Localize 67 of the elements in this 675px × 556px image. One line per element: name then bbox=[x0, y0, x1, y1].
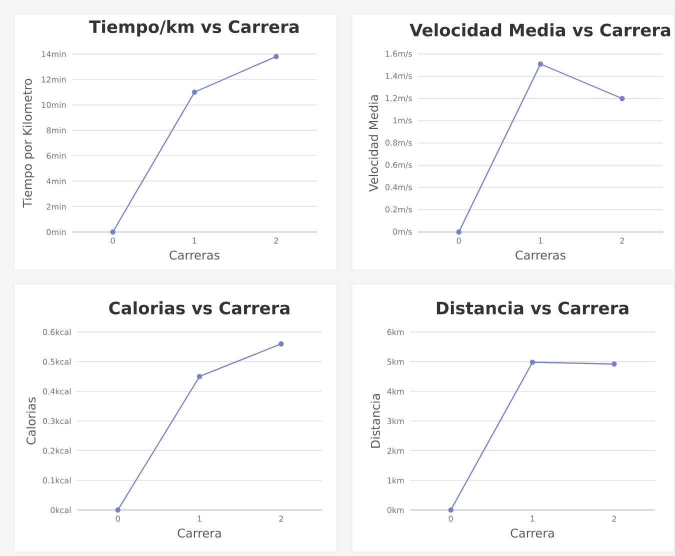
point bbox=[115, 507, 120, 513]
y-tick-label: 8min bbox=[46, 127, 66, 134]
y-tick-label: 1km bbox=[388, 477, 404, 484]
point bbox=[530, 360, 536, 365]
y-axis-title: Velocidad Media bbox=[368, 95, 378, 192]
x-tick-label: 0 bbox=[110, 238, 115, 244]
y-tick-label: 6min bbox=[46, 152, 66, 159]
y-tick-label: 0.5kcal bbox=[42, 358, 71, 365]
x-tick-label: 0 bbox=[456, 238, 461, 244]
y-tick-label: 1.6m/s bbox=[386, 50, 412, 58]
point bbox=[274, 54, 279, 60]
point bbox=[110, 229, 116, 235]
x-tick-label: 2 bbox=[279, 516, 283, 522]
point bbox=[448, 507, 454, 513]
chart-title: Calorias vs Carrera bbox=[109, 301, 290, 314]
y-tick-label: 0.3kcal bbox=[42, 418, 71, 424]
x-axis-title: Carrera bbox=[178, 528, 221, 538]
point bbox=[278, 341, 284, 346]
y-tick-label: 3km bbox=[387, 418, 404, 424]
chart-title: Velocidad Media vs Carrera bbox=[410, 23, 670, 36]
y-tick-label: 14min bbox=[42, 50, 66, 58]
y-tick-label: 0.4kcal bbox=[42, 388, 71, 394]
y-tick-label: 0km bbox=[387, 506, 404, 514]
x-tick-label: 0 bbox=[448, 516, 453, 522]
x-tick-label: 2 bbox=[620, 238, 624, 244]
y-tick-label: 10min bbox=[42, 102, 66, 108]
y-tick-label: 1.4m/s bbox=[386, 72, 412, 80]
x-tick-label: 0 bbox=[116, 516, 120, 522]
y-tick-label: 0kcal bbox=[50, 506, 71, 514]
y-tick-label: 0.2kcal bbox=[42, 448, 71, 454]
chart-title: Distancia vs Carrera bbox=[436, 301, 628, 314]
y-tick-label: 0.1kcal bbox=[42, 477, 71, 484]
x-axis-title: Carreras bbox=[170, 250, 220, 260]
y-axis-title: Tiempo por Kilometro bbox=[22, 78, 34, 208]
chart-title: Tiempo/km vs Carrera bbox=[89, 20, 299, 36]
point bbox=[538, 61, 544, 67]
y-tick-label: 5km bbox=[387, 358, 404, 365]
y-tick-label: 0m/s bbox=[393, 228, 412, 236]
y-tick-label: 0min bbox=[46, 228, 66, 236]
y-tick-label: 2min bbox=[46, 204, 66, 210]
y-tick-label: 0.2m/s bbox=[385, 206, 412, 214]
y-tick-label: 0.6m/s bbox=[385, 162, 412, 169]
x-tick-label: 1 bbox=[192, 238, 196, 244]
x-axis-title: Carreras bbox=[516, 250, 566, 260]
point bbox=[612, 361, 617, 367]
point bbox=[620, 96, 625, 102]
point bbox=[456, 229, 462, 235]
y-axis-title: Distancia bbox=[370, 394, 380, 448]
point bbox=[196, 374, 202, 380]
y-axis-title: Calorias bbox=[26, 397, 36, 444]
y-tick-label: 4km bbox=[387, 388, 404, 394]
y-tick-label: 1m/s bbox=[393, 117, 412, 124]
y-tick-label: 4min bbox=[46, 178, 66, 184]
x-tick-label: 1 bbox=[198, 516, 202, 522]
y-tick-label: 0.8m/s bbox=[385, 140, 412, 146]
y-tick-label: 0.4m/s bbox=[385, 184, 412, 191]
x-tick-label: 1 bbox=[530, 516, 534, 522]
y-tick-label: 6km bbox=[387, 328, 404, 336]
x-axis-title: Carrera bbox=[510, 528, 554, 538]
x-tick-label: 2 bbox=[612, 516, 616, 522]
y-tick-label: 0.6kcal bbox=[42, 328, 71, 336]
x-tick-label: 2 bbox=[274, 238, 278, 244]
x-tick-label: 1 bbox=[538, 238, 542, 244]
y-tick-label: 12min bbox=[42, 76, 66, 82]
y-tick-label: 2km bbox=[387, 448, 404, 454]
point bbox=[192, 90, 198, 95]
y-tick-label: 1.2m/s bbox=[386, 95, 412, 102]
